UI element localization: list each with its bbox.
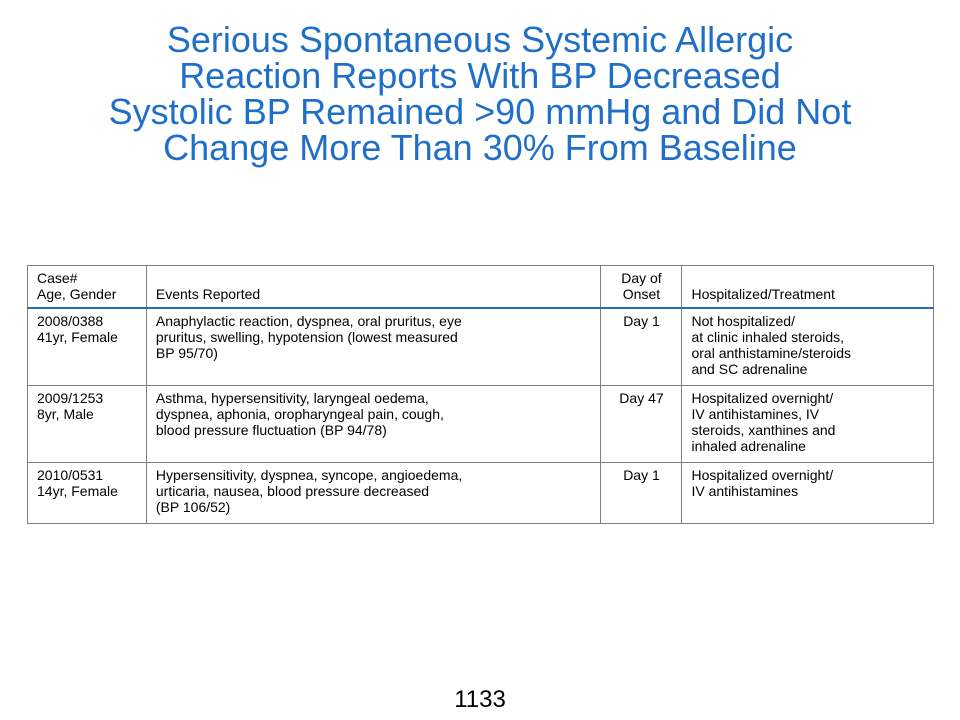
- events-line: Anaphylactic reaction, dyspnea, oral pru…: [155, 313, 462, 329]
- hospitalized-line: at clinic inhaled steroids,: [691, 329, 845, 345]
- events-line: Hypersensitivity, dyspnea, syncope, angi…: [155, 467, 463, 483]
- case-number: 2009/1253: [37, 390, 104, 406]
- case-age-gender: 14yr, Female: [37, 483, 118, 499]
- header-case-line: Case#: [37, 270, 78, 286]
- hospitalized-line: Hospitalized overnight/: [691, 467, 834, 483]
- cell-onset: Day 47: [600, 385, 683, 463]
- header-events-label: Events Reported: [155, 286, 261, 302]
- hospitalized-line: steroids, xanthines and: [691, 422, 836, 438]
- events-line: pruritus, swelling, hypotension (lowest …: [155, 329, 458, 345]
- onset-value: Day 1: [623, 467, 660, 483]
- cell-events: Asthma, hypersensitivity, laryngeal oede…: [145, 385, 602, 463]
- events-line: dyspnea, aphonia, oropharyngeal pain, co…: [155, 406, 444, 422]
- cell-hospitalized: Not hospitalized/ at clinic inhaled ster…: [681, 307, 934, 386]
- case-age-gender: 8yr, Male: [37, 406, 94, 422]
- title-line: Systolic BP Remained >90 mmHg and Did No…: [108, 91, 852, 132]
- events-line: urticaria, nausea, blood pressure decrea…: [155, 483, 430, 499]
- title-line: Reaction Reports With BP Decreased: [179, 55, 781, 96]
- page-number: 1133: [454, 686, 506, 713]
- title-line: Serious Spontaneous Systemic Allergic: [166, 19, 794, 60]
- onset-value: Day 1: [623, 313, 660, 329]
- table-row: 2008/0388 41yr, Female Anaphylactic reac…: [27, 307, 934, 386]
- hospitalized-line: and SC adrenaline: [691, 361, 808, 377]
- hospitalized-line: Hospitalized overnight/: [691, 390, 834, 406]
- case-number: 2008/0388: [37, 313, 104, 329]
- table-row: 2010/0531 14yr, Female Hypersensitivity,…: [27, 462, 934, 524]
- header-hospitalized: Hospitalized/Treatment: [681, 265, 934, 309]
- header-hospitalized-label: Hospitalized/Treatment: [691, 286, 835, 302]
- case-number: 2010/0531: [37, 467, 104, 483]
- header-onset-line: Onset: [622, 286, 661, 302]
- title-line: Change More Than 30% From Baseline: [163, 127, 797, 168]
- header-case-line: Age, Gender: [37, 286, 117, 302]
- hospitalized-line: inhaled adrenaline: [691, 438, 806, 454]
- table-header-row: Case# Age, Gender Events Reported Day of…: [27, 265, 934, 309]
- cell-events: Hypersensitivity, dyspnea, syncope, angi…: [145, 462, 602, 524]
- hospitalized-line: IV antihistamines: [691, 483, 799, 499]
- cell-case: 2008/0388 41yr, Female: [27, 307, 147, 386]
- events-line: (BP 106/52): [155, 499, 231, 515]
- events-line: BP 95/70): [155, 345, 218, 361]
- header-events: Events Reported: [145, 265, 602, 309]
- cell-case: 2010/0531 14yr, Female: [27, 462, 147, 524]
- case-table: Case# Age, Gender Events Reported Day of…: [27, 265, 934, 524]
- cell-onset: Day 1: [600, 307, 683, 386]
- cell-case: 2009/1253 8yr, Male: [27, 385, 147, 463]
- header-onset: Day of Onset: [600, 265, 683, 309]
- case-age-gender: 41yr, Female: [37, 329, 118, 345]
- header-onset-line: Day of: [621, 270, 662, 286]
- header-case: Case# Age, Gender: [27, 265, 147, 309]
- events-line: blood pressure fluctuation (BP 94/78): [155, 422, 387, 438]
- case-table-container: Case# Age, Gender Events Reported Day of…: [27, 265, 934, 524]
- events-line: Asthma, hypersensitivity, laryngeal oede…: [155, 390, 429, 406]
- slide-title: Serious Spontaneous Systemic Allergic Re…: [20, 22, 940, 166]
- onset-value: Day 47: [619, 390, 664, 406]
- hospitalized-line: Not hospitalized/: [691, 313, 795, 329]
- cell-events: Anaphylactic reaction, dyspnea, oral pru…: [145, 307, 602, 386]
- cell-hospitalized: Hospitalized overnight/ IV antihistamine…: [681, 462, 934, 524]
- hospitalized-line: oral anthistamine/steroids: [691, 345, 852, 361]
- table-row: 2009/1253 8yr, Male Asthma, hypersensiti…: [27, 385, 934, 463]
- cell-hospitalized: Hospitalized overnight/ IV antihistamine…: [681, 385, 934, 463]
- cell-onset: Day 1: [600, 462, 683, 524]
- hospitalized-line: IV antihistamines, IV: [691, 406, 820, 422]
